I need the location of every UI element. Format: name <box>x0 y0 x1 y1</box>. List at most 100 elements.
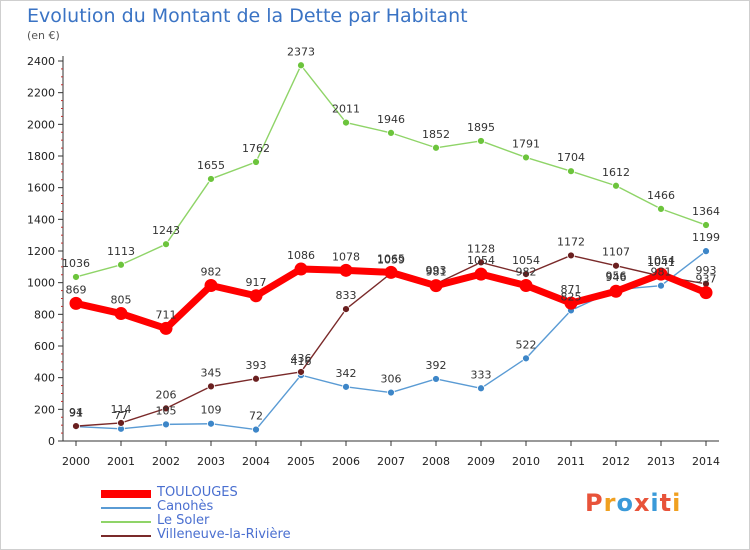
unit-label: (en €) <box>27 29 60 42</box>
data-point <box>207 382 215 391</box>
y-tick-label: 800 <box>34 308 55 321</box>
data-label: 981 <box>651 266 672 279</box>
data-label: 871 <box>561 283 582 296</box>
y-tick-label: 2000 <box>27 118 55 131</box>
y-tick-label: 1200 <box>27 245 55 258</box>
data-point <box>72 273 80 281</box>
data-point <box>252 374 260 383</box>
data-point <box>477 258 485 267</box>
data-point <box>342 382 350 391</box>
data-point <box>297 61 305 70</box>
data-point <box>249 289 263 303</box>
y-tick-label: 600 <box>34 340 55 353</box>
y-tick-label: 200 <box>34 403 55 416</box>
legend-label: Villeneuve-la-Rivière <box>157 527 291 542</box>
y-tick-label: 400 <box>34 372 55 385</box>
data-label: 833 <box>336 289 357 302</box>
data-label: 1946 <box>377 113 405 126</box>
data-label: 1199 <box>692 231 720 244</box>
data-label: 917 <box>246 276 267 289</box>
data-point <box>702 221 710 229</box>
data-point <box>342 118 350 127</box>
y-tick-label: 1600 <box>27 182 55 195</box>
data-label: 1054 <box>512 254 540 267</box>
x-tick-label: 2006 <box>332 455 360 468</box>
data-point <box>522 354 530 363</box>
data-point <box>207 419 215 428</box>
data-point <box>564 296 578 310</box>
data-label: 1364 <box>692 205 720 218</box>
data-point <box>72 422 80 431</box>
data-point <box>699 286 713 300</box>
data-label: 392 <box>426 359 447 372</box>
data-label: 114 <box>111 403 132 416</box>
data-label: 72 <box>249 410 263 423</box>
data-label: 1762 <box>242 142 270 155</box>
data-label: 825 <box>561 290 582 303</box>
x-tick-label: 2011 <box>557 455 585 468</box>
data-label: 1243 <box>152 224 180 237</box>
data-point <box>339 263 353 277</box>
x-tick-label: 2008 <box>422 455 450 468</box>
data-label: 2011 <box>332 103 360 116</box>
y-tick-label: 1400 <box>27 213 55 226</box>
data-label: 869 <box>66 283 87 296</box>
x-tick-label: 2005 <box>287 455 315 468</box>
data-point <box>114 307 128 321</box>
data-point <box>567 251 575 260</box>
data-point <box>207 175 215 183</box>
x-tick-label: 2002 <box>152 455 180 468</box>
data-point <box>657 204 665 213</box>
data-label: 393 <box>246 359 267 372</box>
data-label: 109 <box>201 404 222 417</box>
data-label: 1054 <box>647 254 675 267</box>
data-label: 1107 <box>602 246 630 259</box>
data-label: 1059 <box>377 253 405 266</box>
data-point <box>609 284 623 298</box>
data-label: 1852 <box>422 128 450 141</box>
data-label: 1065 <box>377 252 405 265</box>
y-tick-label: 2400 <box>27 55 55 68</box>
y-tick-label: 0 <box>48 435 55 448</box>
data-label: 956 <box>606 270 627 283</box>
data-point <box>252 425 260 434</box>
data-label: 306 <box>381 373 402 386</box>
data-label: 1078 <box>332 250 360 263</box>
data-point <box>342 305 350 314</box>
data-point <box>387 128 395 137</box>
data-point <box>432 143 440 152</box>
data-point <box>567 167 575 176</box>
data-label: 1172 <box>557 235 585 248</box>
data-point <box>117 260 125 269</box>
data-label: 1791 <box>512 137 540 150</box>
data-label: 522 <box>516 338 537 351</box>
data-label: 77 <box>114 409 128 422</box>
data-point <box>384 265 398 279</box>
data-label: 342 <box>336 367 357 380</box>
x-tick-label: 2010 <box>512 455 540 468</box>
data-label: 982 <box>516 266 537 279</box>
legend-swatch <box>101 507 151 509</box>
y-tick-label: 1000 <box>27 277 55 290</box>
y-tick-label: 1800 <box>27 150 55 163</box>
x-tick-label: 2014 <box>692 455 720 468</box>
data-label: 1086 <box>287 249 315 262</box>
data-point <box>522 153 530 162</box>
data-label: 2373 <box>287 45 315 58</box>
data-point <box>432 375 440 383</box>
data-label: 1128 <box>467 242 495 255</box>
data-point <box>294 262 308 276</box>
data-point <box>117 419 125 427</box>
data-point <box>657 281 665 290</box>
data-label: 1466 <box>647 189 675 202</box>
data-label: 91 <box>69 407 83 420</box>
data-point <box>204 279 218 293</box>
data-label: 981 <box>426 266 447 279</box>
data-label: 1113 <box>107 245 135 258</box>
data-label: 1612 <box>602 166 630 179</box>
data-point <box>474 267 488 281</box>
data-label: 1054 <box>467 254 495 267</box>
data-point <box>252 158 260 166</box>
legend-label: Le Soler <box>157 513 210 528</box>
